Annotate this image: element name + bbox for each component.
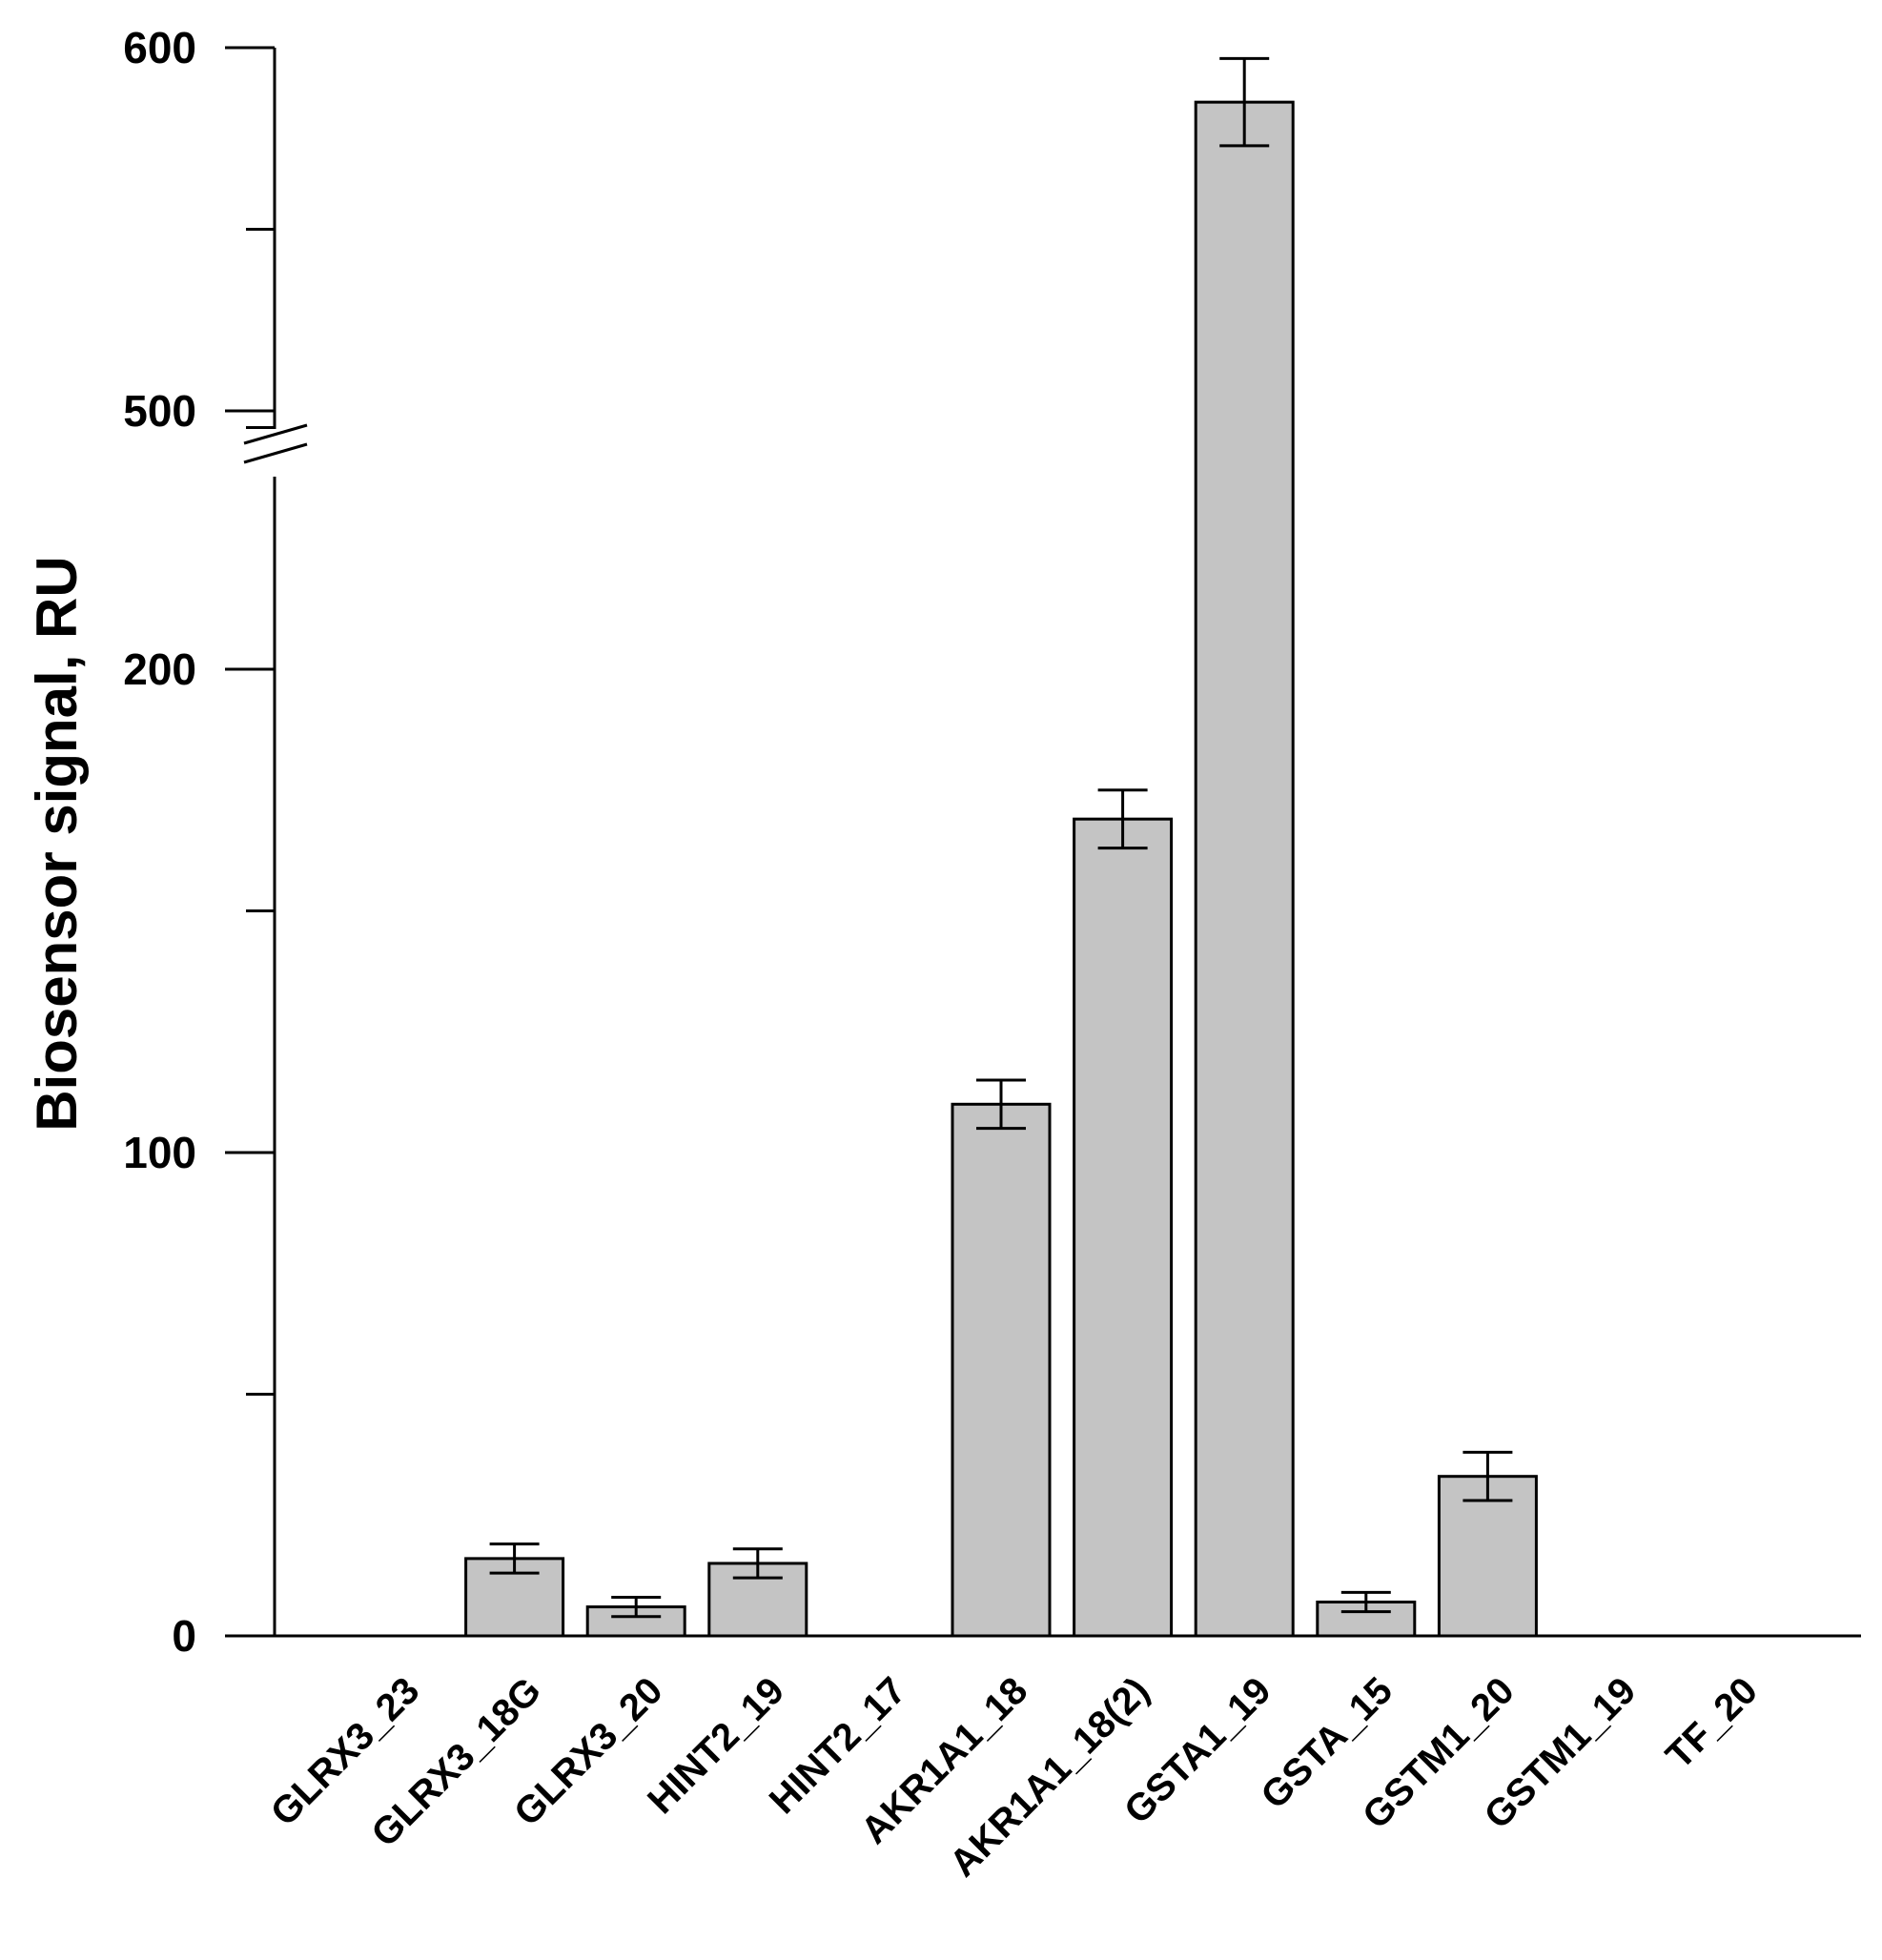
error-bars (489, 56, 1513, 1619)
axis-break-mark (243, 442, 308, 464)
y-tick-label: 100 (123, 1128, 196, 1177)
y-tick-label: 0 (172, 1611, 196, 1661)
y-tick-label: 600 (123, 23, 196, 72)
y-tick-label: 200 (123, 644, 196, 694)
bar (585, 1605, 686, 1638)
axis-break-mark (243, 423, 308, 445)
x-category-labels: GLRX3_23GLRX3_18GGLRX3_20HINT2_19HINT2_1… (263, 1669, 1766, 1885)
y-ticks: 0 100 200 500 600 (123, 23, 275, 1661)
y-axis-title: Biosensor signal, RU (25, 556, 89, 1131)
bar (1194, 100, 1295, 1638)
bar (1073, 817, 1174, 1638)
x-category-label: TF_20 (1658, 1669, 1766, 1777)
y-tick-label: 500 (123, 386, 196, 436)
bars (464, 100, 1538, 1638)
bar (951, 1102, 1052, 1638)
